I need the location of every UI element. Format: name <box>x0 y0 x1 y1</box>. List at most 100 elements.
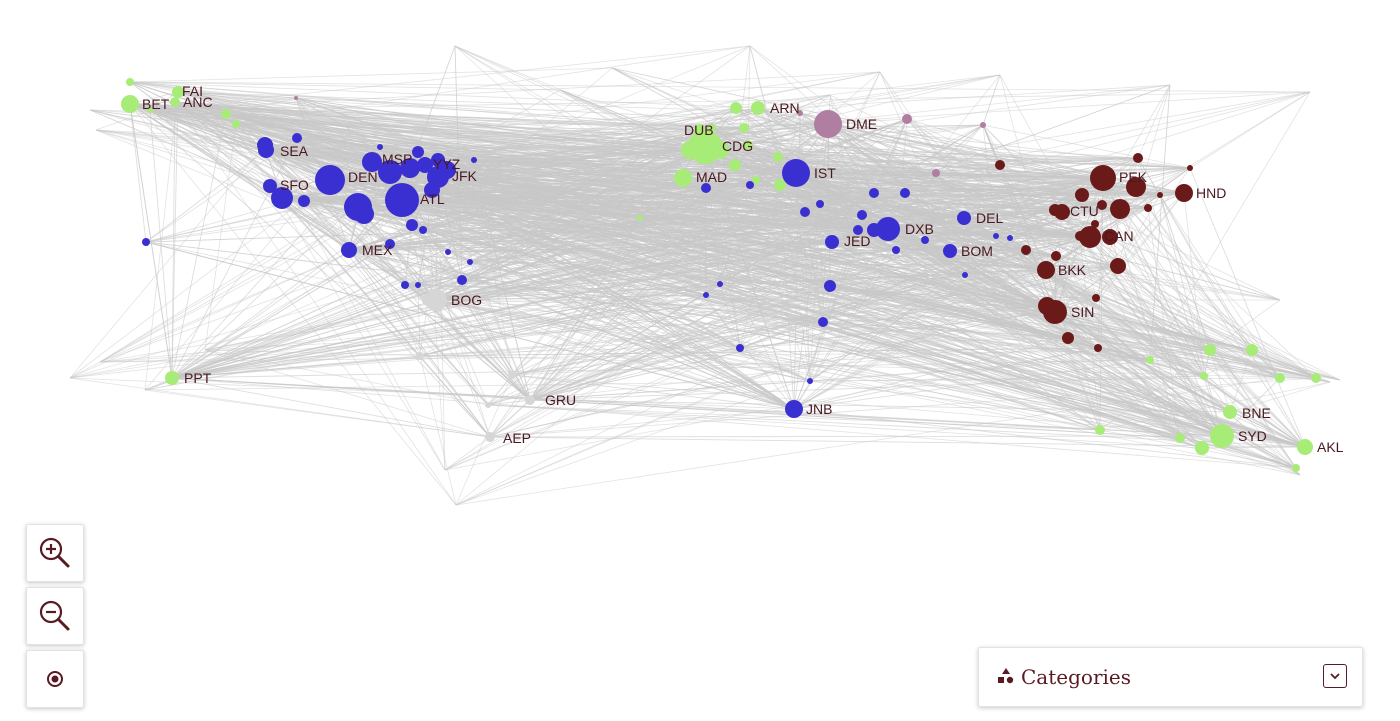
airport-node-can[interactable] <box>1079 226 1101 248</box>
airport-node[interactable] <box>416 352 424 360</box>
airport-node[interactable] <box>1204 344 1216 356</box>
recenter-button[interactable] <box>26 650 84 708</box>
airport-node[interactable] <box>1075 231 1085 241</box>
airport-node[interactable] <box>1133 153 1143 163</box>
airport-node[interactable] <box>1311 373 1321 383</box>
airport-node[interactable] <box>743 140 753 150</box>
airport-node[interactable] <box>298 195 310 207</box>
airport-node[interactable] <box>1110 199 1130 219</box>
airport-node[interactable] <box>354 204 374 224</box>
airport-node[interactable] <box>717 281 723 287</box>
airport-node[interactable] <box>508 371 516 379</box>
airport-node[interactable] <box>892 246 900 254</box>
airport-node[interactable] <box>1062 332 1074 344</box>
airport-node[interactable] <box>824 280 836 292</box>
airport-node[interactable] <box>422 294 434 306</box>
airport-node[interactable] <box>1200 372 1208 380</box>
airport-node[interactable] <box>1049 204 1061 216</box>
airport-node[interactable] <box>232 120 240 128</box>
airport-node[interactable] <box>406 219 418 231</box>
airport-node[interactable] <box>980 122 986 128</box>
airport-node-dxb[interactable] <box>876 217 900 241</box>
airport-node-den[interactable] <box>315 165 345 195</box>
airport-node-fai[interactable] <box>172 86 184 98</box>
airport-node-akl[interactable] <box>1297 439 1313 455</box>
airport-node[interactable] <box>457 275 467 285</box>
airport-node[interactable] <box>1095 425 1105 435</box>
airport-node[interactable] <box>807 378 813 384</box>
zoom-out-button[interactable] <box>26 587 84 645</box>
airport-node[interactable] <box>746 181 754 189</box>
airport-node[interactable] <box>900 188 910 198</box>
airport-node-mex[interactable] <box>341 242 357 258</box>
airport-node[interactable] <box>1097 200 1107 210</box>
airport-node[interactable] <box>818 317 828 327</box>
airport-node[interactable] <box>816 200 824 208</box>
airport-node-atl[interactable] <box>385 183 419 217</box>
airport-node-syd[interactable] <box>1210 424 1234 448</box>
airport-node[interactable] <box>1292 464 1300 472</box>
airport-node[interactable] <box>1038 297 1056 315</box>
airport-node[interactable] <box>701 183 711 193</box>
airport-node[interactable] <box>869 188 879 198</box>
airport-node[interactable] <box>377 144 383 150</box>
airport-node[interactable] <box>708 124 716 132</box>
airport-node[interactable] <box>857 210 867 220</box>
airport-node[interactable] <box>1275 373 1285 383</box>
airport-node[interactable] <box>485 402 491 408</box>
airport-node-aep[interactable] <box>485 432 495 442</box>
airport-node-gru[interactable] <box>525 395 535 405</box>
airport-node[interactable] <box>1102 229 1118 245</box>
airport-node[interactable] <box>932 169 940 177</box>
airport-node[interactable] <box>142 238 150 246</box>
airport-node-mad[interactable] <box>674 169 692 187</box>
airport-node[interactable] <box>1195 441 1209 455</box>
airport-node[interactable] <box>921 236 929 244</box>
airport-node-dub[interactable] <box>694 124 706 136</box>
airport-node[interactable] <box>147 107 153 113</box>
airport-node[interactable] <box>773 152 783 162</box>
airport-node[interactable] <box>257 137 273 153</box>
airport-node[interactable] <box>995 160 1005 170</box>
airport-node[interactable] <box>1051 251 1061 261</box>
airport-node[interactable] <box>424 182 440 198</box>
airport-node[interactable] <box>681 141 699 159</box>
airport-node-msp[interactable] <box>362 152 382 172</box>
airport-node[interactable] <box>962 272 968 278</box>
airport-node[interactable] <box>471 157 477 163</box>
airport-node-sfo[interactable] <box>271 187 293 209</box>
airport-node[interactable] <box>1144 204 1152 212</box>
airport-node[interactable] <box>431 153 445 167</box>
airport-node[interactable] <box>703 292 709 298</box>
airport-node[interactable] <box>853 225 863 235</box>
airport-node[interactable] <box>1146 356 1154 364</box>
airport-node[interactable] <box>292 133 302 143</box>
airport-node-bog[interactable] <box>425 289 447 311</box>
airport-node[interactable] <box>993 233 999 239</box>
airport-node[interactable] <box>1110 258 1126 274</box>
airport-node-bet[interactable] <box>121 95 139 113</box>
airport-node[interactable] <box>221 109 231 119</box>
airport-node[interactable] <box>467 259 473 265</box>
airport-node[interactable] <box>730 102 742 114</box>
airport-node[interactable] <box>419 226 427 234</box>
airport-node[interactable] <box>1021 245 1031 255</box>
airport-node[interactable] <box>867 223 881 237</box>
airport-node-hnd[interactable] <box>1175 184 1193 202</box>
airport-node-ist[interactable] <box>782 159 810 187</box>
airport-node[interactable] <box>263 179 277 193</box>
airport-node[interactable] <box>1094 344 1102 352</box>
airport-node[interactable] <box>1091 220 1099 228</box>
airport-node-anc[interactable] <box>170 97 180 107</box>
airport-node[interactable] <box>1075 188 1089 202</box>
airport-node-arn[interactable] <box>751 101 765 115</box>
airport-node[interactable] <box>774 179 786 191</box>
airport-node[interactable] <box>400 158 420 178</box>
airport-node[interactable] <box>412 146 424 158</box>
airport-node[interactable] <box>902 114 912 124</box>
airport-node[interactable] <box>637 215 643 221</box>
airport-node[interactable] <box>385 239 395 249</box>
airport-node-del[interactable] <box>957 211 971 225</box>
airport-node-bne[interactable] <box>1223 405 1237 419</box>
